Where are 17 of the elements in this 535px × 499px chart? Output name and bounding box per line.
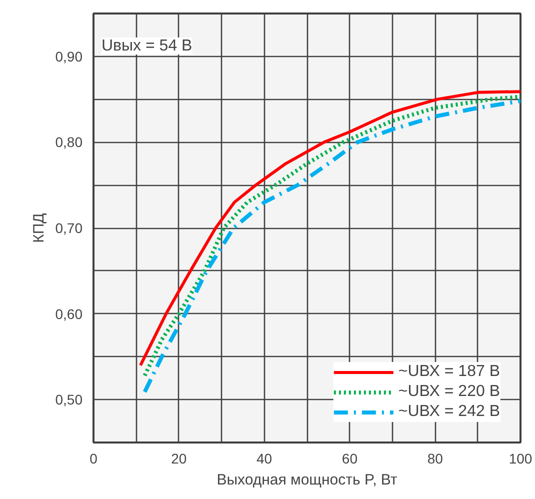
annotation: Uвых = 54 В	[102, 38, 192, 54]
x-tick-label: 40	[256, 450, 272, 466]
y-tick-label: 0,90	[55, 48, 83, 64]
y-tick-label: 0,70	[55, 220, 83, 236]
x-tick-label: 100	[508, 450, 532, 466]
x-tick-label: 60	[342, 450, 358, 466]
legend-label: ~UВХ = 187 В	[398, 363, 500, 381]
legend-label: ~UВХ = 242 В	[398, 403, 500, 421]
x-axis-title: Выходная мощность P, Вт	[216, 472, 398, 488]
x-tick-label: 20	[171, 450, 187, 466]
y-tick-label: 0,60	[55, 306, 83, 322]
legend-label: ~UВХ = 220 В	[398, 383, 500, 401]
y-axis-title: КПД	[30, 213, 48, 243]
y-tick-label: 0,50	[55, 392, 83, 408]
y-tick-label: 0,80	[55, 134, 83, 150]
x-tick-label: 0	[90, 450, 98, 466]
x-tick-label: 80	[427, 450, 444, 466]
